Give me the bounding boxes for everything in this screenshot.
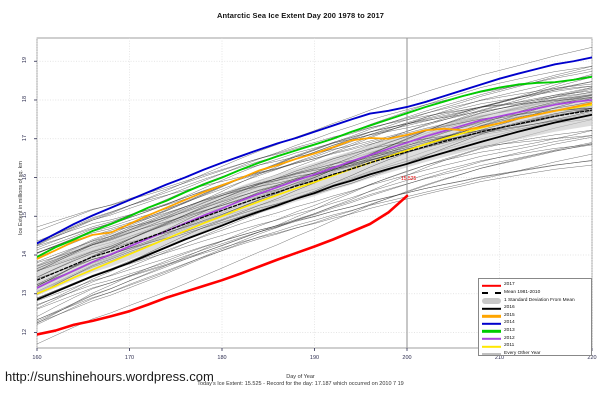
x-tick-170: 170: [124, 355, 135, 361]
chart-title: Antarctic Sea Ice Extent Day 200 1978 to…: [216, 11, 385, 20]
legend-swatch-icon: [482, 305, 501, 312]
legend-item-2017[interactable]: 2017: [482, 282, 588, 290]
legend-swatch-icon: [482, 320, 501, 327]
chart-legend: 2017 Mean 1981-2010 1 Standard Deviation F…: [478, 278, 592, 356]
y-tick-12: 12: [22, 328, 29, 335]
legend-item-2015[interactable]: 2015: [482, 312, 588, 320]
x-tick-210: 210: [494, 355, 505, 361]
x-axis-label: Day of Year: [286, 374, 315, 380]
y-tick-17: 17: [22, 134, 29, 141]
legend-label: 2014: [504, 320, 515, 326]
legend-swatch-icon: [482, 282, 501, 289]
legend-label: 1 Standard Deviation From Mean: [504, 297, 575, 303]
legend-item-2014[interactable]: 2014: [482, 320, 588, 328]
legend-label: 2017: [504, 282, 515, 288]
legend-swatch-icon: [482, 343, 501, 350]
legend-label: 2012: [504, 335, 515, 341]
today-extent-annotation: 15.525: [401, 176, 417, 182]
legend-label: 2015: [504, 312, 515, 318]
legend-swatch-icon: [482, 313, 501, 320]
legend-label: 2013: [504, 327, 515, 333]
y-tick-13: 13: [22, 289, 29, 296]
y-tick-14: 14: [22, 250, 29, 258]
y-axis-label: Ice Extent in millions of sq. km: [18, 161, 24, 235]
legend-item-2016[interactable]: 2016: [482, 305, 588, 313]
legend-item-2013[interactable]: 2013: [482, 328, 588, 336]
legend-swatch-icon: [482, 328, 501, 335]
legend-swatch-icon: [482, 290, 501, 297]
y-tick-18: 18: [22, 95, 29, 103]
y-tick-15: 15: [22, 212, 29, 219]
legend-label: Mean 1981-2010: [504, 289, 541, 295]
legend-swatch-icon: [482, 335, 501, 342]
x-tick-190: 190: [309, 355, 320, 361]
legend-swatch-icon: [482, 297, 501, 304]
legend-label: Every Other Year: [504, 350, 541, 356]
legend-item-mean-1981-2010[interactable]: Mean 1981-2010: [482, 290, 588, 298]
x-tick-180: 180: [217, 355, 227, 361]
x-tick-220: 220: [587, 355, 597, 361]
chart-subtitle: Today's Ice Extent: 15.525 - Record for …: [197, 381, 404, 387]
legend-swatch-icon: [482, 351, 501, 358]
legend-item-1-standard-deviation-from-mean[interactable]: 1 Standard Deviation From Mean: [482, 297, 588, 305]
x-tick-200: 200: [402, 355, 412, 361]
y-tick-19: 19: [22, 57, 29, 64]
x-tick-160: 160: [32, 355, 42, 361]
legend-item-every-other-year[interactable]: Every Other Year: [482, 350, 588, 358]
watermark-url: http://sunshinehours.wordpress.com: [5, 369, 214, 384]
y-tick-16: 16: [22, 173, 29, 180]
legend-item-2011[interactable]: 2011: [482, 343, 588, 351]
legend-label: 2016: [504, 305, 515, 311]
legend-label: 2011: [504, 343, 515, 349]
legend-item-2012[interactable]: 2012: [482, 335, 588, 343]
